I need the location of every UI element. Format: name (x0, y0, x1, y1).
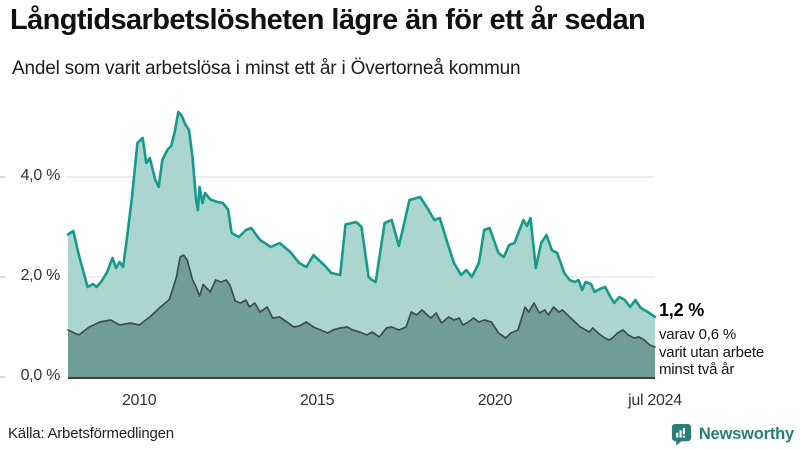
y-axis-label: 4,0 % (20, 167, 61, 184)
end-value-annotation: 1,2 % varav 0,6 % varit utan arbete mins… (659, 300, 764, 379)
x-axis-label: 2020 (477, 392, 513, 409)
line-minst-ett-ar (66, 110, 657, 319)
end-value-total: 1,2 % (659, 300, 705, 320)
y-axis-label: 2,0 % (20, 267, 61, 284)
brand-name: Newsworthy (698, 424, 794, 443)
annotation-line-2: varit utan arbete (659, 343, 764, 361)
x-axis-label: 2015 (299, 392, 335, 409)
page-subtitle: Andel som varit arbetslösa i minst ett å… (12, 58, 521, 79)
source-credit: Källa: Arbetsförmedlingen (8, 425, 174, 442)
area-minst-tva-ar (68, 255, 655, 377)
annotation-line-3: minst två år (659, 361, 735, 378)
newsworthy-icon (671, 423, 691, 446)
brand-logo: Newsworthy (670, 422, 794, 446)
line-minst-tva-ar (67, 254, 656, 348)
y-axis-label: 0,0 % (20, 367, 61, 384)
x-axis-label: 2010 (121, 392, 157, 409)
page-title: Långtidsarbetslösheten lägre än för ett … (10, 4, 646, 36)
x-axis-label: jul 2024 (628, 392, 682, 409)
annotation-line-1: varav 0,6 % (659, 326, 737, 343)
